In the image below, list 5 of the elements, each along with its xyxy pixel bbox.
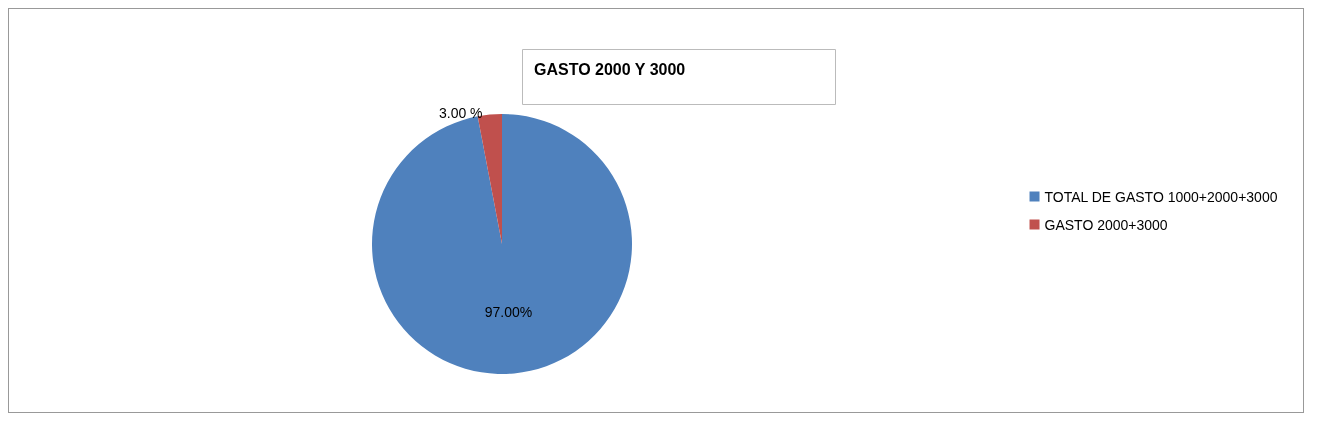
data-label: 97.00% (484, 303, 533, 320)
data-label: 3.00 % (438, 104, 483, 121)
legend-label: TOTAL DE GASTO 1000+2000+3000 (1044, 188, 1278, 205)
legend-label: GASTO 2000+3000 (1044, 216, 1168, 233)
chart-title: GASTO 2000 Y 3000 (534, 60, 686, 78)
